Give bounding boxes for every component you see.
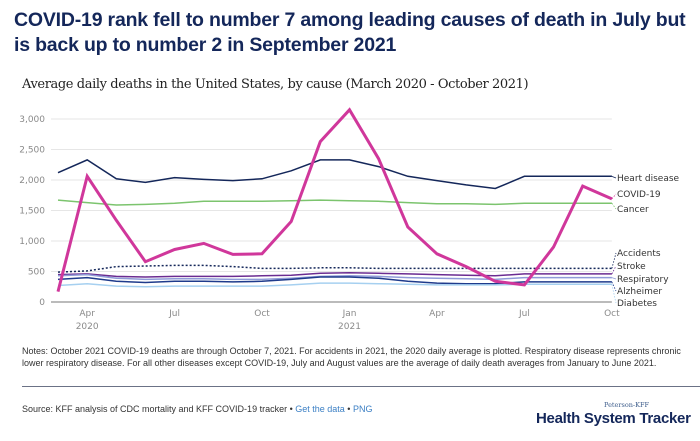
series-line-cancer bbox=[57, 199, 612, 206]
legend-labels: Heart disease COVID-19 Cancer Accidents Stro… bbox=[611, 174, 680, 309]
separator: • bbox=[287, 404, 296, 414]
png-link[interactable]: PNG bbox=[352, 404, 373, 414]
series-line-diabetes bbox=[57, 282, 612, 288]
y-axis-ticks: 0 500 1,000 1,500 2,000 2,500 3,000 bbox=[19, 115, 45, 308]
series-line-covid-19 bbox=[56, 107, 613, 292]
legend-leader-line bbox=[611, 284, 617, 304]
get-data-link[interactable]: Get the data bbox=[295, 404, 345, 414]
legend-leader-line bbox=[611, 175, 617, 179]
series-line-alzheimer bbox=[57, 276, 612, 285]
legend-label-heart-disease: Heart disease bbox=[617, 174, 680, 184]
y-tick-label: 500 bbox=[28, 268, 45, 278]
series-lines bbox=[56, 107, 613, 292]
series-line-stroke bbox=[57, 271, 612, 278]
source-text: Source: KFF analysis of CDC mortality an… bbox=[22, 404, 288, 414]
series-line-respiratory bbox=[57, 273, 612, 281]
x-tick-label: Jan bbox=[342, 309, 357, 319]
legend-leader-line bbox=[611, 281, 617, 292]
legend-label-stroke: Stroke bbox=[617, 262, 646, 272]
footer-divider bbox=[22, 386, 700, 387]
separator: • bbox=[344, 404, 353, 414]
x-tick-label: Jul bbox=[518, 309, 530, 319]
legend-label-covid-19: COVID-19 bbox=[617, 190, 661, 200]
legend-label-diabetes: Diabetes bbox=[617, 299, 657, 309]
series-line-accidents bbox=[57, 264, 612, 273]
brand-subtitle: Peterson-KFF bbox=[604, 401, 650, 409]
x-tick-label: Oct bbox=[254, 309, 270, 319]
line-chart: 0 500 1,000 1,500 2,000 2,500 3,000 Apr 2020 Jul… bbox=[19, 107, 680, 332]
x-tick-label: Apr bbox=[79, 309, 95, 319]
legend-leader-line bbox=[611, 193, 617, 200]
y-tick-label: 0 bbox=[39, 298, 45, 308]
y-tick-label: 2,500 bbox=[19, 146, 45, 156]
legend-label-cancer: Cancer bbox=[617, 205, 649, 215]
legend-leader-line bbox=[611, 202, 617, 210]
chart-subtitle: Average daily deaths in the United State… bbox=[22, 77, 529, 92]
legend-leader-line bbox=[611, 277, 617, 280]
y-tick-label: 1,000 bbox=[19, 237, 45, 247]
x-axis-ticks: Apr 2020 Jul Oct Jan 2021 Apr Jul Oct bbox=[76, 309, 620, 332]
x-tick-label: Oct bbox=[604, 309, 620, 319]
legend-label-alzheimer: Alzheimer bbox=[617, 287, 662, 297]
x-tick-year-label: 2021 bbox=[338, 322, 361, 332]
x-tick-label: Apr bbox=[429, 309, 445, 319]
y-tick-label: 2,000 bbox=[19, 176, 45, 186]
y-tick-label: 1,500 bbox=[19, 207, 45, 217]
brand-logo: Health System Tracker bbox=[536, 410, 691, 427]
series-line-heart-disease bbox=[57, 159, 612, 190]
legend-label-accidents: Accidents bbox=[617, 249, 661, 259]
y-tick-label: 3,000 bbox=[19, 115, 45, 125]
page-title: COVID-19 rank fell to number 7 among lea… bbox=[14, 9, 686, 56]
x-tick-label: Jul bbox=[168, 309, 180, 319]
legend-label-respiratory: Respiratory bbox=[617, 275, 669, 285]
legend-leader-line bbox=[611, 252, 617, 269]
chart-notes: Notes: October 2021 COVID-19 deaths are … bbox=[22, 346, 681, 368]
legend-leader-line bbox=[611, 265, 617, 275]
gridlines bbox=[51, 118, 612, 303]
x-tick-year-label: 2020 bbox=[76, 322, 99, 332]
source-line: Source: KFF analysis of CDC mortality an… bbox=[22, 404, 372, 414]
